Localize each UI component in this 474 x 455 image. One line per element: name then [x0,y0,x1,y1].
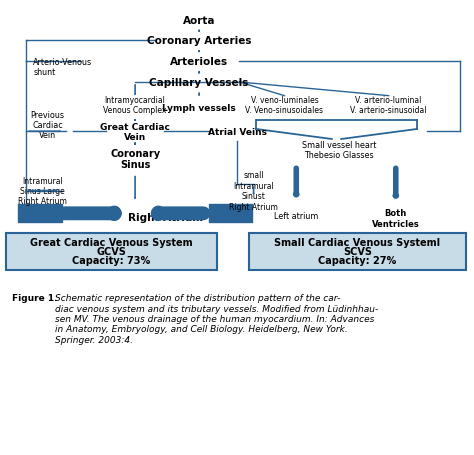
Text: Capillary Vessels: Capillary Vessels [149,78,249,88]
Text: Atrial Veins: Atrial Veins [208,127,266,136]
Text: GCVS: GCVS [96,247,127,257]
Text: V. veno-luminales
V. Veno-sinusoidales: V. veno-luminales V. Veno-sinusoidales [246,96,323,115]
Text: Capacity: 27%: Capacity: 27% [318,256,397,266]
Text: Capacity: 73%: Capacity: 73% [72,256,151,266]
Bar [209,205,252,223]
Text: V. arterio-luminal
V. arterio-sinusoidal: V. arterio-luminal V. arterio-sinusoidal [350,96,427,115]
Text: SCVS: SCVS [343,247,372,257]
Text: Left atrium: Left atrium [274,212,319,221]
Text: Aorta: Aorta [183,15,215,25]
FancyBboxPatch shape [6,233,217,271]
Text: small
Intramural
Sinust
Right Atrium: small Intramural Sinust Right Atrium [229,171,278,211]
Text: Both
Ventricles: Both Ventricles [372,209,419,228]
Text: Coronary
Sinus: Coronary Sinus [110,148,160,170]
Bar [18,205,62,223]
Text: Coronary Arteries: Coronary Arteries [147,36,251,46]
Text: Arterioles: Arterioles [170,56,228,66]
Text: Right Atrium: Right Atrium [128,212,203,222]
Text: Small vessel heart
Thebesio Glasses: Small vessel heart Thebesio Glasses [302,141,376,160]
Text: Intramyocardial
Venous Complex: Intramyocardial Venous Complex [103,96,167,115]
Text: Schematic representation of the distribution pattern of the car-
diac venous sys: Schematic representation of the distribu… [55,293,378,344]
Text: Previous
Cardiac
Vein: Previous Cardiac Vein [30,110,64,140]
Text: Arterio-Venous
shunt: Arterio-Venous shunt [33,58,92,77]
Text: Small Cardiac Venous Systeml: Small Cardiac Venous Systeml [274,238,440,248]
FancyBboxPatch shape [249,233,466,271]
Text: Figure 1.: Figure 1. [12,293,57,303]
Text: Great Cardiac Venous System: Great Cardiac Venous System [30,238,193,248]
Text: Intramural
Sinus Large
Right Atrium: Intramural Sinus Large Right Atrium [18,176,67,206]
Text: Great Cardiac
Vein: Great Cardiac Vein [100,122,170,142]
Text: Lymph vessels: Lymph vessels [162,103,236,112]
